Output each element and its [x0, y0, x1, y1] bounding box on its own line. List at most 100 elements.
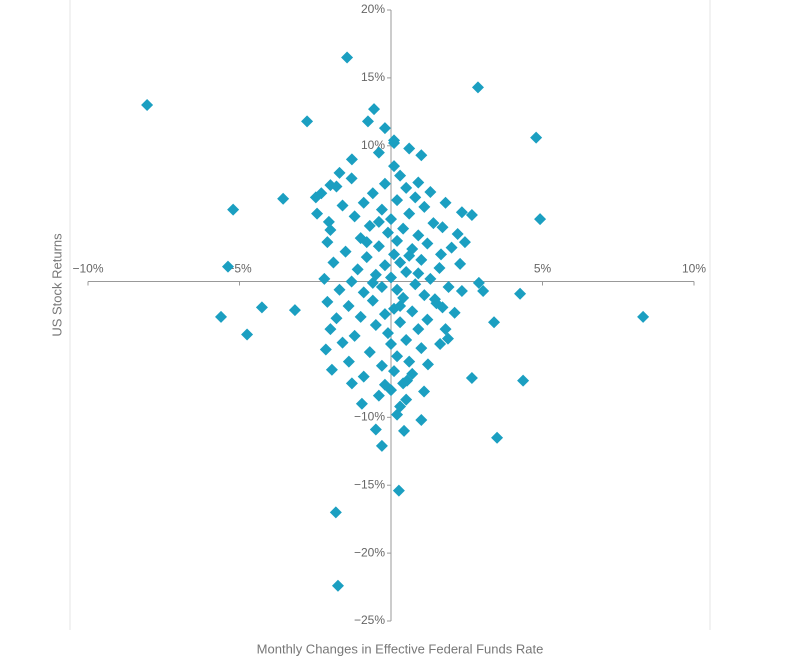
point: [372, 389, 385, 402]
point: [330, 312, 343, 325]
point: [412, 229, 425, 242]
point: [415, 253, 428, 266]
point: [394, 256, 407, 269]
point: [288, 304, 301, 317]
point: [372, 215, 385, 228]
point: [357, 196, 370, 209]
point: [375, 280, 388, 293]
point: [378, 259, 391, 272]
point: [366, 294, 379, 307]
point: [458, 236, 471, 249]
point: [319, 343, 332, 356]
point: [345, 275, 358, 288]
point: [439, 196, 452, 209]
point: [357, 370, 370, 383]
point: [378, 308, 391, 321]
point: [406, 367, 419, 380]
point: [412, 323, 425, 336]
point: [517, 374, 530, 387]
point: [439, 323, 452, 336]
point: [375, 359, 388, 372]
point: [391, 408, 404, 421]
point: [360, 251, 373, 264]
point: [321, 295, 334, 308]
point: [342, 355, 355, 368]
point: [315, 187, 328, 200]
point: [534, 213, 547, 226]
point: [363, 346, 376, 359]
y-tick-label: −10%: [354, 410, 385, 424]
point: [451, 228, 464, 241]
point: [403, 142, 416, 155]
point: [363, 219, 376, 232]
point: [433, 261, 446, 274]
point: [375, 203, 388, 216]
point: [378, 177, 391, 190]
point: [400, 181, 413, 194]
point: [331, 579, 344, 592]
point: [442, 280, 455, 293]
point: [409, 278, 422, 291]
point: [394, 169, 407, 182]
point: [255, 301, 268, 314]
point: [318, 272, 331, 285]
point: [336, 199, 349, 212]
point: [397, 222, 410, 235]
point: [397, 377, 410, 390]
y-tick-label: 20%: [361, 2, 385, 16]
point: [403, 207, 416, 220]
y-tick-label: 15%: [361, 70, 385, 84]
point: [400, 393, 413, 406]
point: [455, 285, 468, 298]
point: [378, 122, 391, 135]
point: [391, 350, 404, 363]
point: [381, 226, 394, 239]
point: [311, 207, 324, 220]
point: [324, 323, 337, 336]
point: [342, 299, 355, 312]
point: [369, 423, 382, 436]
point: [372, 146, 385, 159]
x-tick-label: 10%: [682, 262, 706, 276]
point: [385, 338, 397, 351]
point: [421, 237, 434, 250]
point: [336, 336, 349, 349]
point: [409, 191, 422, 204]
point: [454, 257, 467, 270]
point: [345, 377, 358, 390]
point: [324, 223, 337, 236]
point: [398, 424, 411, 437]
point: [345, 153, 358, 166]
point: [415, 414, 428, 427]
point: [215, 310, 228, 323]
point: [227, 203, 240, 216]
point: [341, 51, 354, 64]
point: [471, 81, 484, 94]
point: [455, 206, 468, 219]
point: [301, 115, 314, 128]
point: [403, 249, 416, 262]
point: [321, 236, 334, 249]
point: [418, 289, 431, 302]
x-tick-label: −5%: [227, 262, 252, 276]
point: [530, 131, 543, 144]
y-tick-label: −15%: [354, 477, 385, 491]
y-tick-label: −25%: [354, 613, 385, 627]
point: [436, 301, 449, 314]
point: [329, 506, 342, 519]
point: [394, 316, 407, 329]
point: [388, 160, 401, 173]
point: [392, 484, 405, 497]
point: [391, 234, 404, 247]
point: [368, 103, 381, 116]
x-axis-title: Monthly Changes in Effective Federal Fun…: [257, 641, 544, 656]
point: [322, 215, 335, 228]
point: [406, 305, 419, 318]
point: [427, 217, 440, 230]
point: [325, 363, 338, 376]
point: [441, 332, 454, 345]
point: [418, 385, 431, 398]
point: [330, 180, 343, 193]
point: [241, 328, 254, 341]
